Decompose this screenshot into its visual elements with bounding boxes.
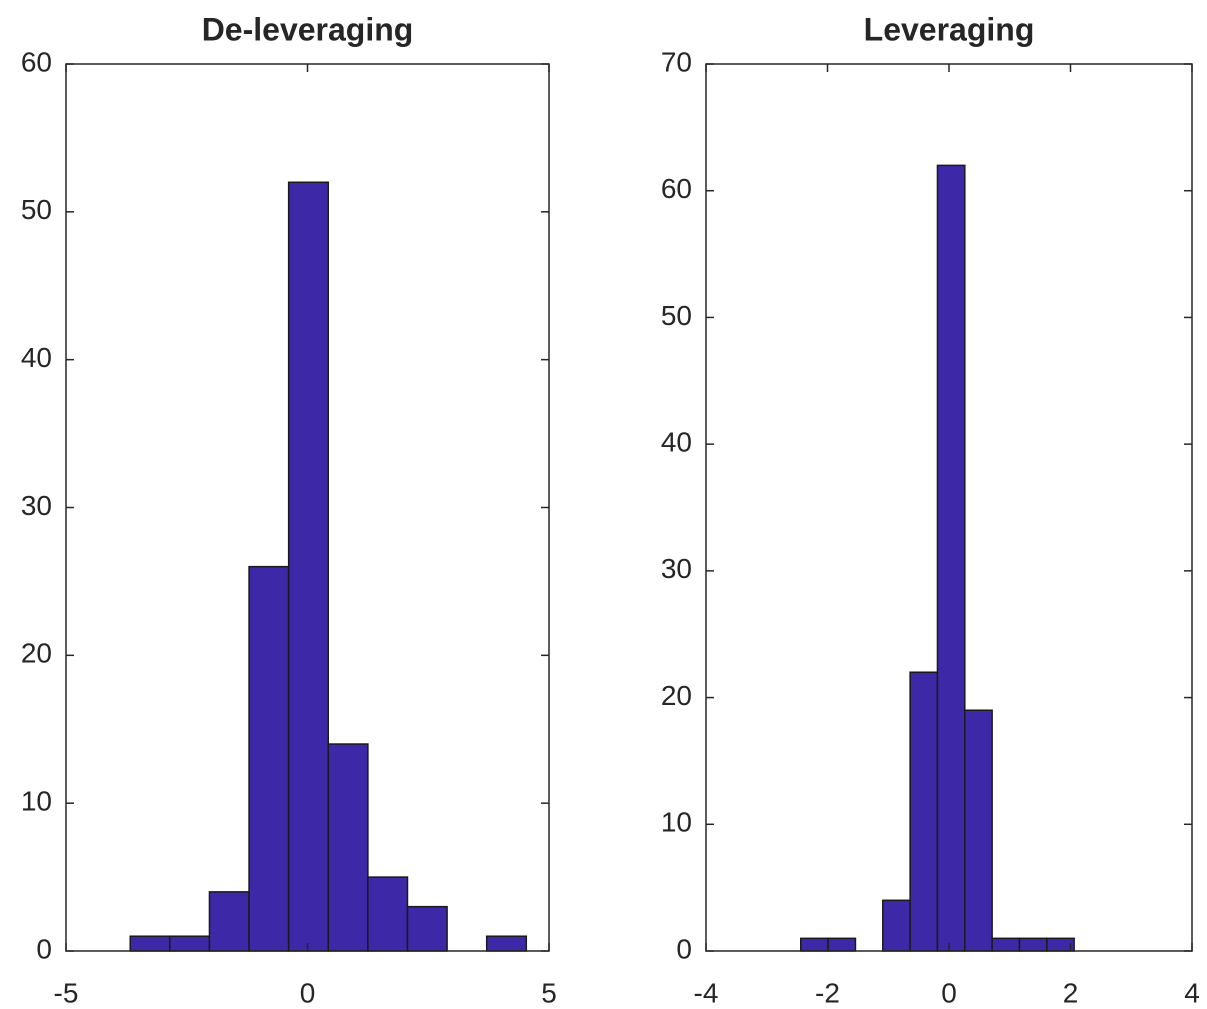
bar — [485, 935, 528, 952]
bar — [367, 876, 409, 952]
x-tick-label: 0 — [300, 977, 316, 1008]
y-tick-label: 30 — [21, 490, 52, 521]
bar — [909, 671, 939, 952]
chart-title: Leveraging — [864, 11, 1035, 47]
x-tick-label: -2 — [815, 977, 840, 1008]
y-tick-label: 10 — [21, 786, 52, 817]
y-tick-label: 20 — [21, 638, 52, 669]
y-tick-label: 10 — [661, 807, 692, 838]
x-tick-label: -5 — [54, 977, 79, 1008]
bar — [287, 181, 330, 952]
y-tick-label: 40 — [661, 427, 692, 458]
y-tick-label: 30 — [661, 553, 692, 584]
bar — [991, 937, 1021, 952]
bar — [129, 935, 171, 952]
bar — [936, 164, 966, 952]
bar — [248, 565, 290, 952]
y-tick-label: 40 — [21, 342, 52, 373]
bar — [169, 935, 211, 952]
y-tick-label: 50 — [21, 194, 52, 225]
bar — [882, 899, 911, 952]
x-tick-label: 2 — [1063, 977, 1079, 1008]
x-tick-label: 4 — [1184, 977, 1200, 1008]
chart-title: De-leveraging — [202, 11, 414, 47]
bar — [208, 891, 250, 952]
y-tick-label: 60 — [21, 46, 52, 77]
x-tick-label: 5 — [541, 977, 557, 1008]
y-tick-label: 0 — [676, 933, 692, 964]
bar — [800, 937, 829, 952]
y-tick-label: 70 — [661, 46, 692, 77]
y-tick-label: 60 — [661, 173, 692, 204]
bar — [827, 937, 857, 952]
bar — [1018, 937, 1048, 952]
bar — [327, 743, 369, 952]
x-tick-label: -4 — [694, 977, 719, 1008]
bar — [406, 905, 448, 952]
y-tick-label: 0 — [36, 933, 52, 964]
y-tick-label: 20 — [661, 680, 692, 711]
bar — [964, 709, 993, 952]
x-tick-label: 0 — [941, 977, 957, 1008]
y-tick-label: 50 — [661, 300, 692, 331]
